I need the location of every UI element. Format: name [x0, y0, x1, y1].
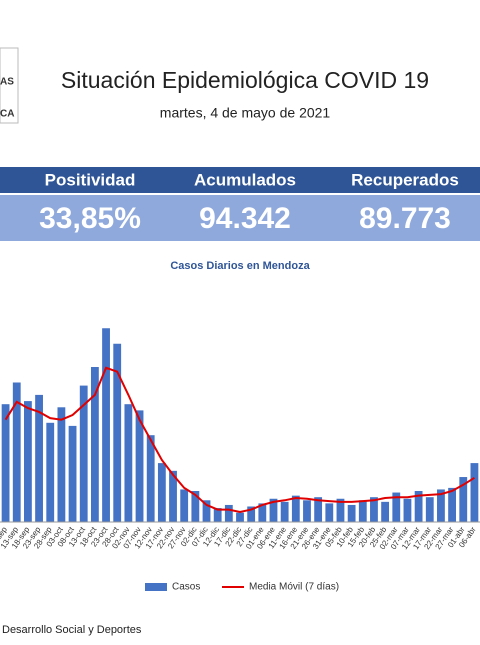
logo-text: AS [0, 77, 14, 88]
stats-header [0, 167, 480, 193]
bar [224, 504, 233, 522]
stat-label: Recuperados [351, 170, 459, 189]
bar [325, 503, 334, 522]
bar [135, 410, 144, 522]
bar [124, 404, 133, 522]
bar [280, 501, 289, 522]
chart-title: Casos Diarios en Mendoza [170, 260, 310, 272]
bar [414, 491, 423, 522]
bar [191, 491, 200, 522]
bar [79, 385, 88, 522]
bar [35, 394, 43, 522]
stat-value: 89.773 [359, 202, 451, 235]
bar [146, 435, 155, 522]
bar [269, 498, 278, 522]
bar [370, 497, 378, 522]
moving-average [4, 366, 475, 513]
bar [381, 501, 390, 522]
footer: Desarrollo Social y Deportes [2, 624, 142, 636]
legend-label: Media Móvil (7 días) [249, 582, 339, 593]
bar [68, 425, 77, 522]
bar [291, 495, 300, 522]
bar [236, 512, 244, 522]
bar [113, 343, 122, 522]
bar [12, 382, 21, 522]
title: Situación Epidemiológica COVID 19 [61, 67, 429, 93]
logo-text: CA [0, 109, 14, 120]
bar [358, 500, 367, 522]
logo-frame [0, 47, 19, 124]
stat-value: 94.342 [199, 202, 291, 235]
bar [470, 463, 479, 522]
bar [202, 500, 211, 522]
bar [336, 498, 345, 522]
bar [102, 328, 110, 522]
bar [459, 477, 468, 522]
bar [303, 500, 311, 522]
stat-label: Positividad [45, 170, 136, 189]
bar [57, 407, 66, 522]
date: martes, 4 de mayo de 2021 [160, 105, 331, 121]
stat-label: Acumulados [194, 170, 296, 189]
bar [425, 497, 434, 522]
bar [169, 470, 177, 522]
bar [46, 422, 55, 522]
bar [157, 463, 166, 522]
bar [213, 508, 222, 522]
bar [448, 487, 456, 522]
stat-value: 33,85% [39, 202, 141, 235]
bar [247, 506, 256, 522]
bar [437, 489, 445, 522]
bar [1, 404, 10, 522]
bar [258, 503, 267, 522]
bar [180, 489, 189, 522]
bar [90, 367, 99, 522]
bar [24, 401, 32, 522]
bar [392, 492, 401, 522]
legend-swatch [145, 583, 167, 591]
bar [347, 504, 356, 522]
bar [403, 498, 412, 522]
legend-label: Casos [172, 582, 200, 593]
stats-values [0, 195, 480, 241]
bar [314, 497, 323, 522]
